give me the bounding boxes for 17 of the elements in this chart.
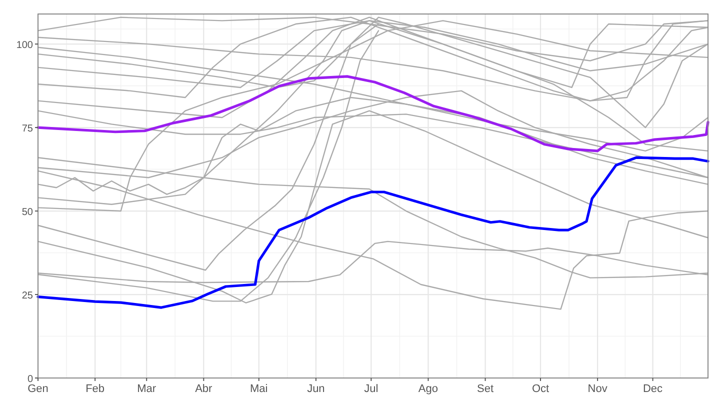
- y-tick-label: 75: [22, 124, 34, 135]
- x-tick-label: Mai: [250, 383, 268, 395]
- x-tick-label: Abr: [195, 383, 213, 395]
- x-tick-label: Feb: [86, 383, 105, 395]
- y-tick-label: 0: [27, 374, 34, 385]
- x-tick-label: Jun: [307, 383, 325, 395]
- y-tick-label: 100: [16, 40, 34, 52]
- x-tick-label: Mar: [137, 383, 156, 395]
- x-tick-label: Gen: [28, 383, 48, 395]
- x-tick-label: Set: [477, 383, 494, 395]
- x-tick-label: Nov: [588, 383, 608, 395]
- x-tick-label: Ago: [418, 383, 438, 395]
- x-tick-label: Dec: [643, 383, 664, 395]
- y-tick-label: 50: [22, 207, 34, 218]
- x-tick-label: Oct: [532, 383, 550, 395]
- y-tick-label: 25: [22, 290, 34, 302]
- x-tick-label: Jul: [364, 383, 378, 395]
